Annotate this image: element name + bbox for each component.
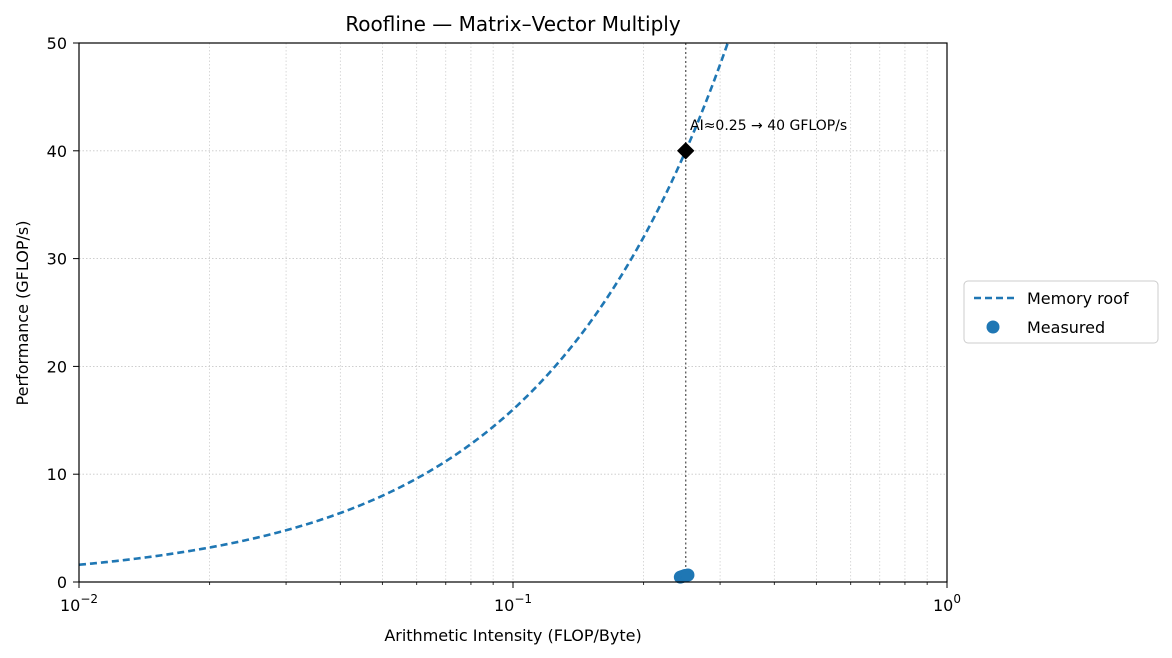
- x-tick-label-base: 10: [494, 596, 514, 615]
- y-tick-label: 30: [47, 250, 67, 269]
- x-axis-label: Arithmetic Intensity (FLOP/Byte): [384, 626, 641, 645]
- marker-annotation: AI≈0.25 → 40 GFLOP/s: [690, 118, 847, 134]
- series-layer: [78, 42, 729, 584]
- x-tick-label-exponent: −2: [80, 592, 98, 606]
- x-tick-label-base: 10: [933, 596, 953, 615]
- x-tick-label: 10−1: [494, 592, 532, 615]
- x-tick-label: 100: [933, 592, 961, 615]
- legend: Memory roof Measured: [963, 280, 1159, 344]
- ai-marker-diamond: [676, 142, 695, 160]
- legend-measured-label: Measured: [1027, 318, 1105, 337]
- legend-frame: [963, 280, 1159, 344]
- y-tick-label: 40: [47, 142, 67, 161]
- y-tick-label: 50: [47, 34, 67, 53]
- y-tick-label: 10: [47, 465, 67, 484]
- chart-title: Roofline — Matrix–Vector Multiply: [345, 12, 681, 36]
- legend-measured-swatch: [986, 320, 1000, 334]
- y-tick-label: 0: [57, 573, 67, 592]
- x-tick-label-base: 10: [60, 596, 80, 615]
- measured-point: [681, 568, 695, 582]
- y-tick-label: 20: [47, 357, 67, 376]
- legend-memory-roof-label: Memory roof: [1027, 289, 1129, 308]
- memory-roof-line: [78, 42, 729, 567]
- x-tick-label-exponent: 0: [953, 592, 961, 606]
- x-tick-label: 10−2: [60, 592, 98, 615]
- x-tick-label-exponent: −1: [514, 592, 532, 606]
- y-axis-label: Performance (GFLOP/s): [13, 221, 32, 406]
